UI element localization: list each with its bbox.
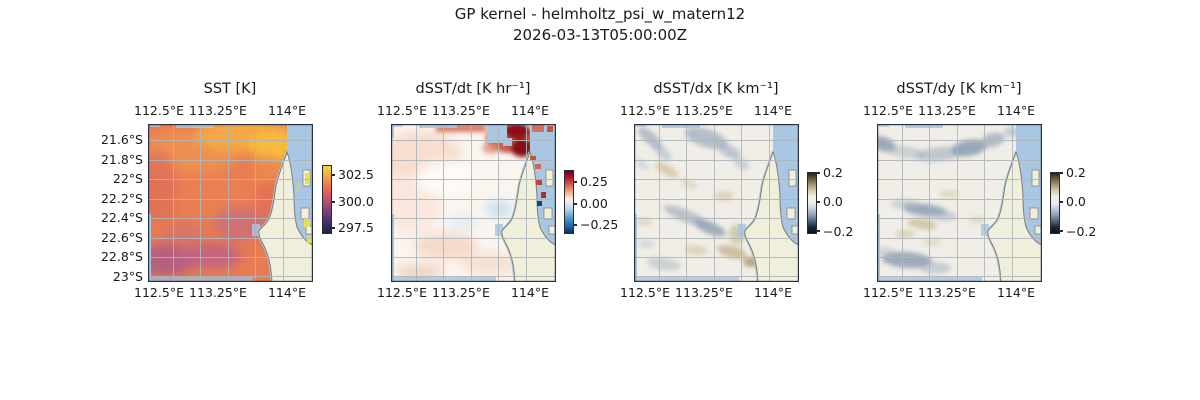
lat-tick: 21.6°S	[100, 132, 143, 147]
colorbar-tick	[573, 224, 577, 226]
warm-shallow-pixels	[297, 173, 312, 243]
lon-tick-bottom: 114°E	[996, 285, 1035, 300]
colorbar-tick-label: −0.2	[1066, 224, 1097, 239]
lon-tick-bottom: 112.5°E	[620, 285, 670, 300]
lon-tick-top: 112.5°E	[863, 103, 913, 118]
lon-tick-top: 112.5°E	[377, 103, 427, 118]
lon-tick-bottom: 112.5°E	[377, 285, 427, 300]
map-dsst-dx	[634, 124, 799, 282]
map-border	[391, 124, 556, 282]
colorbar-tick-label: 0.0	[823, 194, 843, 209]
map-dsst-dy	[877, 124, 1042, 282]
figure-subtitle: 2026-03-13T05:00:00Z	[513, 26, 687, 44]
lat-tick: 23°S	[112, 269, 143, 284]
lon-tick-bottom: 113.25°E	[432, 285, 490, 300]
colorbar-tick	[816, 230, 820, 232]
colorbar-tick	[1059, 230, 1063, 232]
colorbar-tick-label: 0.0	[1066, 194, 1086, 209]
panel-title-dsst-dx: dSST/dx [K km⁻¹]	[653, 81, 779, 97]
lon-tick-top: 112.5°E	[620, 103, 670, 118]
lat-tick: 22°S	[112, 171, 143, 186]
colorbar-tick	[1059, 201, 1063, 203]
panel-title-dsst-dt: dSST/dt [K hr⁻¹]	[415, 81, 531, 97]
lon-tick-top: 112.5°E	[134, 103, 184, 118]
colorbar-dsst-dy	[1050, 172, 1060, 234]
colorbar-tick-label: 0.2	[823, 165, 843, 180]
lon-tick-bottom: 112.5°E	[134, 285, 184, 300]
dsst-dy-field	[877, 127, 1024, 274]
lon-tick-bottom: 114°E	[753, 285, 792, 300]
colorbar-tick	[1059, 172, 1063, 174]
lon-tick-bottom: 114°E	[267, 285, 306, 300]
lon-tick-bottom: 113.25°E	[189, 285, 247, 300]
colorbar-tick-label: −0.2	[823, 224, 854, 239]
lat-tick: 22.4°S	[100, 210, 143, 225]
dsst-dx-field	[635, 127, 761, 271]
colorbar-tick	[331, 174, 335, 176]
colorbar-tick	[573, 181, 577, 183]
lon-tick-top: 113.25°E	[189, 103, 247, 118]
map-border	[634, 124, 799, 282]
coastal-anomaly-pixels	[530, 124, 553, 206]
lat-tick: 21.8°S	[100, 152, 143, 167]
figure-title: GP kernel - helmholtz_psi_w_matern12	[454, 5, 746, 23]
lat-tick: 22.2°S	[100, 191, 143, 206]
colorbar-tick-label: −0.25	[580, 217, 619, 232]
lon-tick-top: 114°E	[267, 103, 306, 118]
colorbar-tick	[816, 172, 820, 174]
colorbar-tick-label: 297.5	[338, 220, 374, 235]
colorbar-tick-label: 302.5	[338, 167, 374, 182]
map-border	[148, 124, 313, 282]
lon-tick-top: 113.25°E	[432, 103, 490, 118]
lat-tick: 22.6°S	[100, 230, 143, 245]
lon-tick-bottom: 113.25°E	[675, 285, 733, 300]
colorbar-tick	[573, 203, 577, 205]
lon-tick-top: 113.25°E	[675, 103, 733, 118]
colorbar-tick	[331, 201, 335, 203]
colorbar-tick-label: 0.00	[580, 196, 608, 211]
panel-title-dsst-dy: dSST/dy [K km⁻¹]	[896, 81, 1022, 97]
lon-tick-top: 114°E	[753, 103, 792, 118]
colorbar-tick-label: 300.0	[338, 194, 374, 209]
lon-tick-bottom: 114°E	[510, 285, 549, 300]
colorbar-tick	[816, 201, 820, 203]
colorbar-tick-label: 0.2	[1066, 165, 1086, 180]
lon-tick-bottom: 113.25°E	[918, 285, 976, 300]
lon-tick-bottom: 112.5°E	[863, 285, 913, 300]
colorbar-dsst-dt	[564, 170, 574, 234]
map-border	[877, 124, 1042, 282]
map-dsst-dt	[391, 124, 556, 282]
colorbar-dsst-dx	[807, 172, 817, 234]
lon-tick-top: 113.25°E	[918, 103, 976, 118]
lon-tick-top: 114°E	[996, 103, 1035, 118]
colorbar-tick-label: 0.25	[580, 174, 608, 189]
colorbar-sst	[322, 165, 332, 234]
panel-title-sst: SST [K]	[203, 81, 257, 97]
colorbar-tick	[331, 227, 335, 229]
lat-tick: 22.8°S	[100, 249, 143, 264]
lon-tick-top: 114°E	[510, 103, 549, 118]
map-sst	[148, 124, 313, 282]
